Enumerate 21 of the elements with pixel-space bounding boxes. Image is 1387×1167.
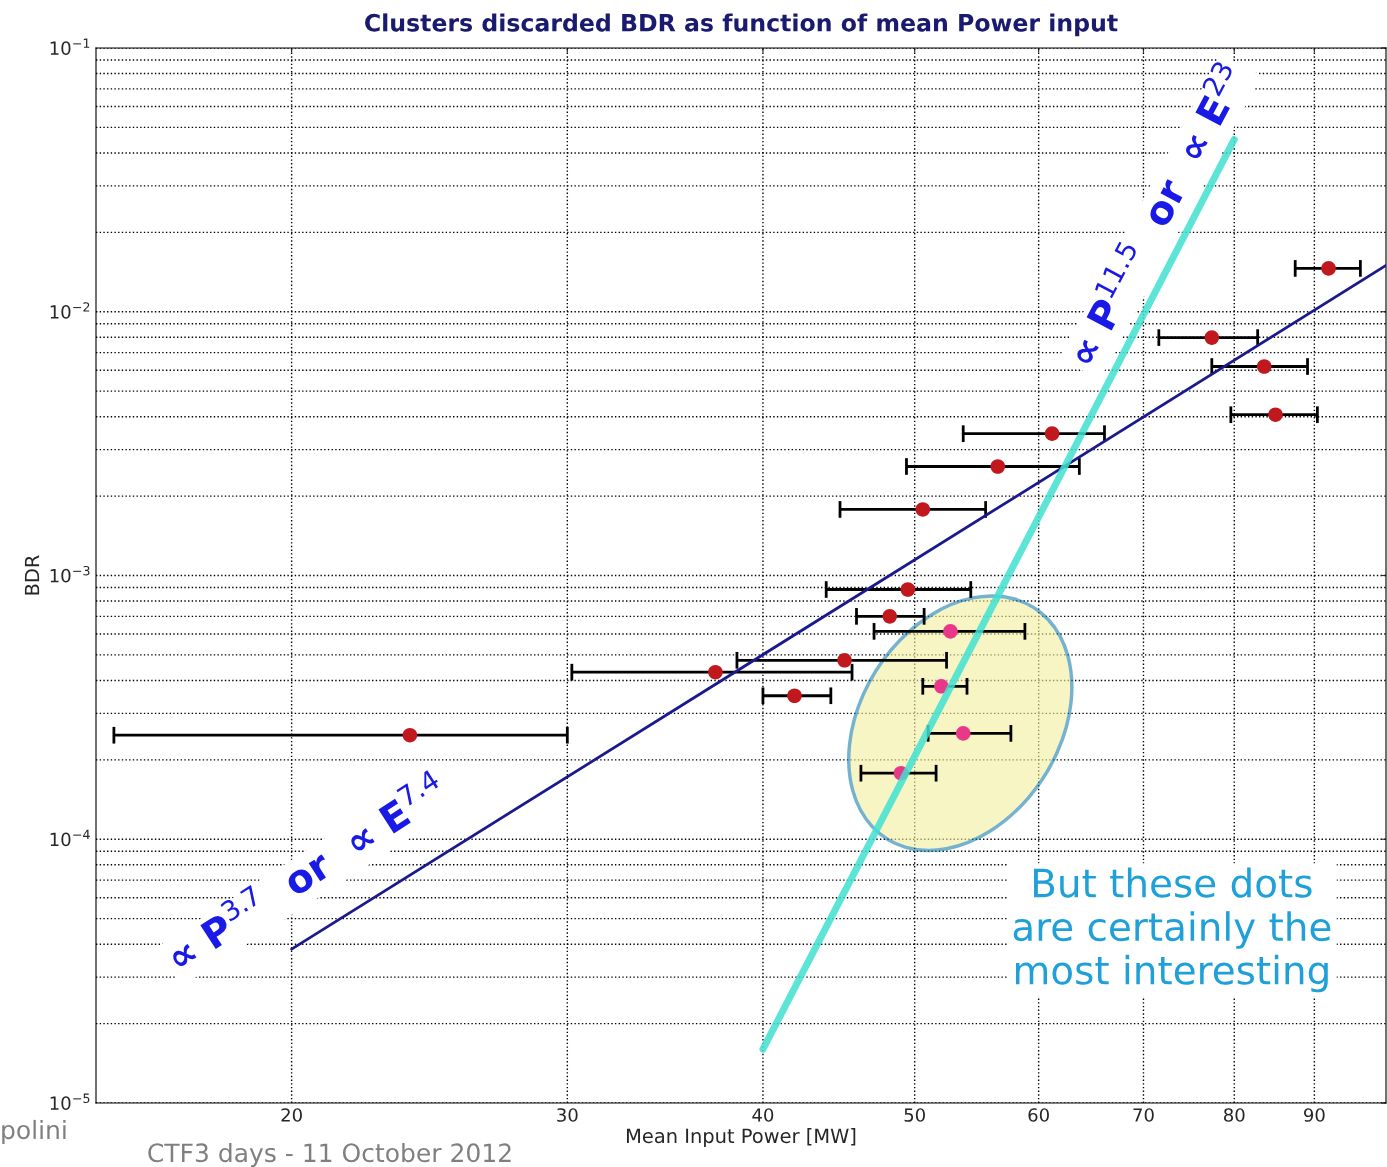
annotation: ∝ P$^{3.7}$ or ∝ E$^{7.4}$ [162, 768, 449, 972]
y-tick-label: 10$^{−3}$ [50, 565, 90, 583]
x-tick-label: 50 [904, 1108, 925, 1122]
x-axis-title: Mean Input Power [MW] [627, 1128, 856, 1147]
text: CTF3 days - 11 October 2012 [148, 1142, 511, 1167]
x-tick-label: 60 [1028, 1108, 1049, 1122]
y-tick-label: 10$^{−2}$ [50, 302, 90, 319]
annotation: But these dots are certainly the most interesting [1013, 867, 1331, 993]
annotation: ∝ P$^{11.5}$ or ∝ E$^{23}$ [1061, 60, 1248, 368]
x-tick-label: 80 [1224, 1108, 1245, 1122]
x-tick-label: 70 [1133, 1108, 1154, 1122]
x-tick-label: 30 [557, 1108, 578, 1122]
x-tick-label: 90 [1304, 1108, 1325, 1122]
y-tick-label: 10$^{−5}$ [50, 1093, 90, 1110]
text: polini [2, 1119, 66, 1145]
y-tick-label: 10$^{−1}$ [50, 38, 90, 55]
x-tick-label: 20 [281, 1108, 302, 1122]
y-tick-label: 10$^{−4}$ [50, 829, 90, 847]
chart-title: Clusters discarded BDR as function of mean Power input [365, 13, 1118, 37]
x-tick-label: 40 [752, 1108, 774, 1122]
y-axis-title: BDR [24, 555, 40, 595]
